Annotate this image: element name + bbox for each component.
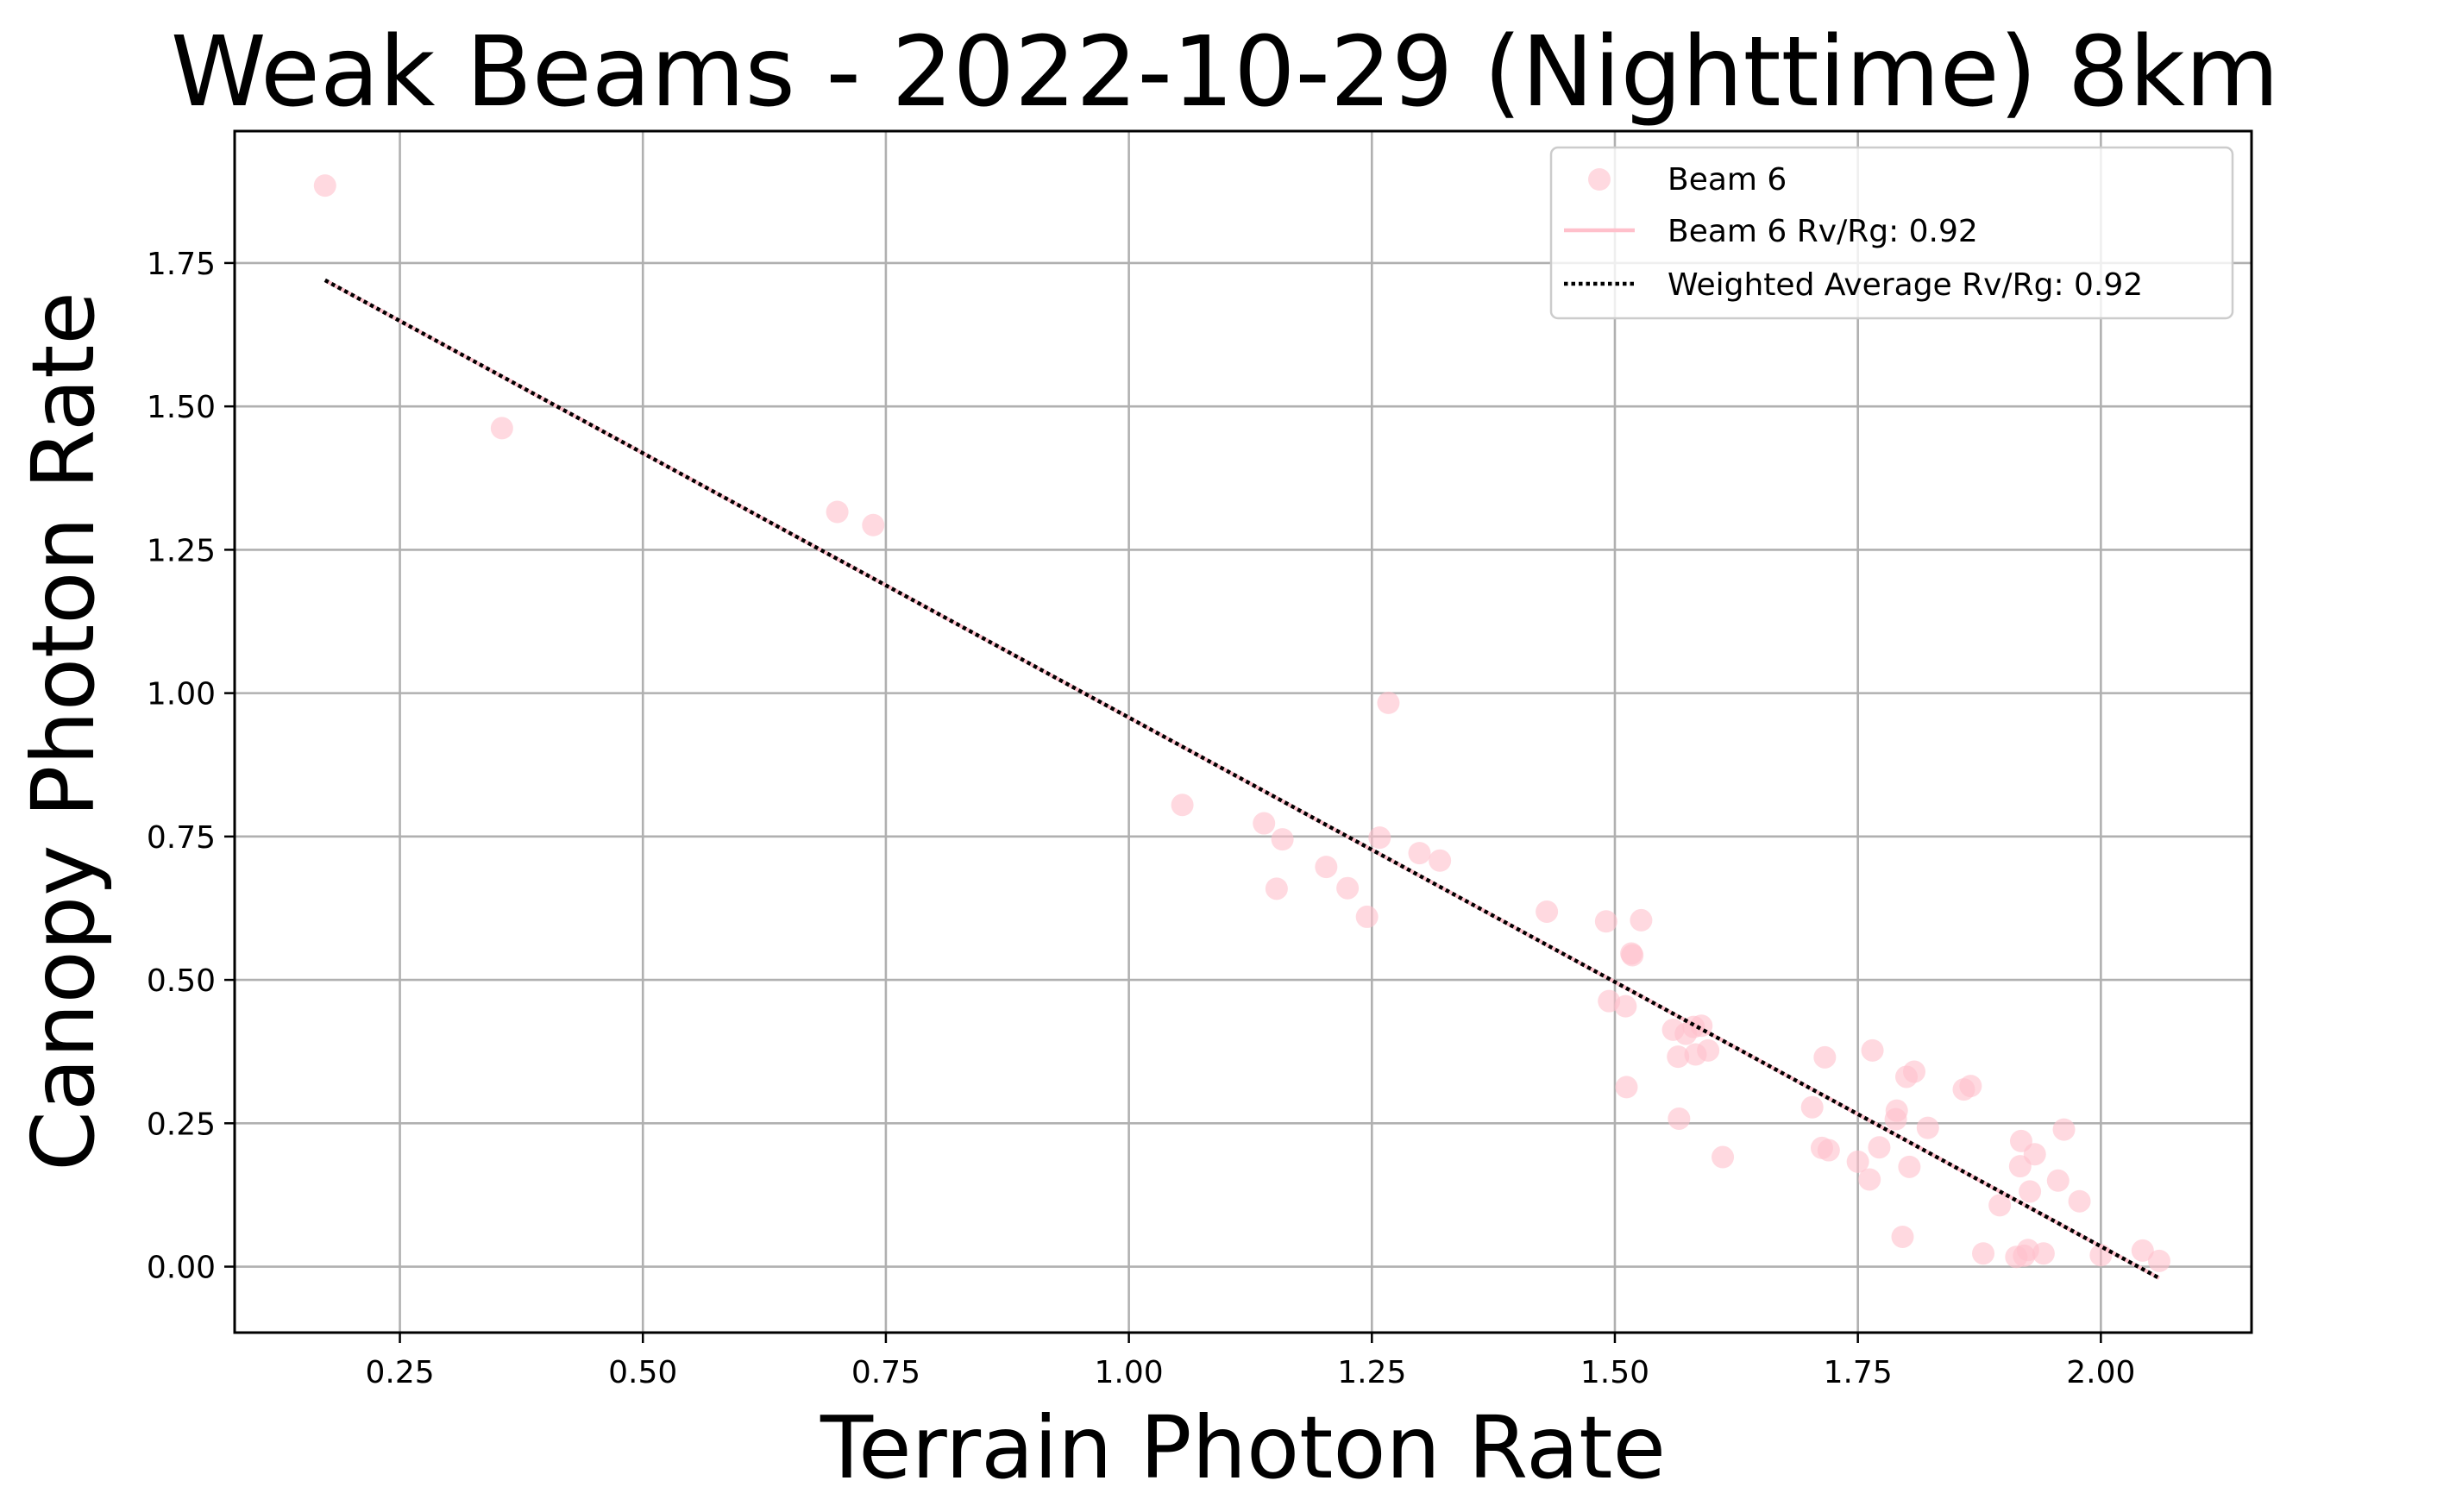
data-point [2068,1189,2091,1213]
x-tick-label: 0.75 [851,1355,920,1390]
y-axis-label: Canopy Photon Rate [13,292,114,1171]
plot-frame [233,129,2253,1334]
data-point [1315,856,1338,879]
data-point [1891,1225,1914,1248]
y-tick-label: 0.75 [147,820,216,856]
data-point [1885,1099,1908,1122]
legend-box [1549,146,2234,320]
data-point [2032,1242,2055,1265]
data-point [2147,1249,2170,1272]
data-point [490,417,513,440]
data-point [2019,1180,2042,1203]
x-tick-label: 1.00 [1095,1355,1164,1390]
x-tick-label: 1.50 [1580,1355,1649,1390]
data-point [1265,877,1288,900]
data-point [1858,1168,1881,1191]
data-point [2023,1143,2046,1166]
data-point [862,513,885,536]
beam-6-points [313,174,2170,1272]
legend-beam-marker [1588,168,1611,191]
data-point [1668,1107,1691,1130]
data-point [826,500,849,524]
data-point [1813,1045,1837,1069]
y-tick-label: 0.00 [147,1251,216,1286]
y-tick-label: 0.25 [147,1107,216,1142]
x-axis-ticks: 0.25 0.50 0.75 1.00 1.25 1.50 1.75 2.00 [365,1333,2135,1390]
y-tick-label: 1.25 [147,533,216,568]
data-point [1621,944,1644,967]
data-point [1336,876,1360,900]
legend-beam-points-label: Beam 6 [1668,162,1787,198]
data-point [1916,1116,1939,1139]
data-point [2046,1169,2070,1192]
x-tick-label: 1.75 [1824,1355,1893,1390]
y-tick-label: 1.75 [147,247,216,282]
data-point [1988,1194,2012,1217]
data-point [1615,1076,1638,1099]
y-tick-label: 0.50 [147,963,216,999]
data-point [1171,794,1194,817]
y-axis-ticks: 0.00 0.25 0.50 0.75 1.00 1.25 1.50 1.75 [147,247,235,1286]
x-tick-label: 0.50 [608,1355,677,1390]
data-point [1614,994,1637,1018]
x-tick-label: 0.25 [365,1355,434,1390]
x-tick-label: 2.00 [2066,1355,2135,1390]
data-point [313,174,336,198]
data-point [1594,910,1617,933]
data-point [1861,1038,1884,1062]
data-point [1800,1095,1824,1119]
data-point [1355,905,1379,928]
y-tick-label: 1.50 [147,390,216,425]
data-point [2052,1118,2076,1141]
data-point [1817,1139,1840,1162]
legend: Beam 6 Beam 6 Rv/Rg: 0.92 Weighted Avera… [1549,146,2234,320]
regression-lines [323,278,2161,1280]
data-point [1408,842,1431,865]
data-point [1536,900,1559,923]
data-point [1271,828,1294,851]
data-point [1868,1136,1891,1159]
data-point [1972,1242,1995,1265]
data-point [1903,1060,1926,1083]
data-point [1697,1038,1720,1062]
legend-beam-line-label: Beam 6 Rv/Rg: 0.92 [1668,214,1978,249]
data-point [1959,1075,1982,1098]
data-point [1846,1150,1869,1173]
grid-lines [235,131,2252,1333]
data-point [1630,908,1653,932]
data-point [1712,1145,1735,1169]
chart-title: Weak Beams - 2022-10-29 (Nighttime) 8km [171,16,2279,129]
data-point [1429,849,1452,872]
x-axis-label: Terrain Photon Rate [820,1397,1666,1498]
weighted-average-line [323,278,2161,1280]
x-tick-label: 1.25 [1337,1355,1406,1390]
legend-average-line-label: Weighted Average Rv/Rg: 0.92 [1668,267,2143,303]
data-point [1667,1045,1690,1069]
data-point [1253,812,1276,835]
y-tick-label: 1.00 [147,677,216,712]
data-point [1377,691,1400,714]
data-point [1898,1155,1921,1178]
data-point [1368,826,1391,850]
data-point [2131,1239,2154,1262]
